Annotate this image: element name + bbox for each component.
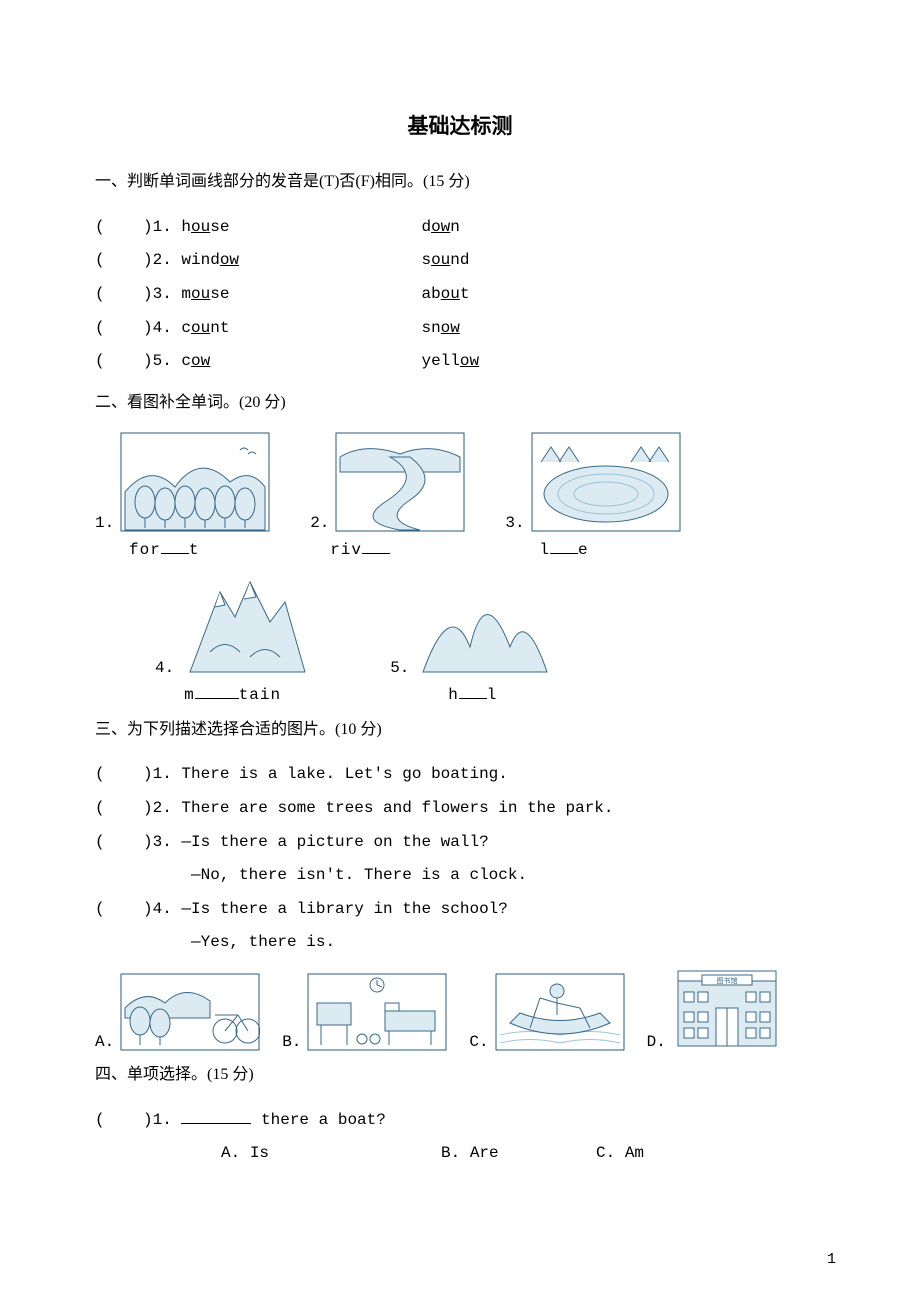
svg-text:图书馆: 图书馆: [716, 976, 737, 986]
park-icon: [120, 973, 260, 1051]
page-number: 1: [827, 1251, 836, 1268]
s3-options: A. B. C.: [95, 966, 825, 1051]
s2-row1: 1. fort 2.: [95, 432, 825, 559]
s3-option[interactable]: A.: [95, 973, 260, 1051]
s1-item[interactable]: ( )5. cow yellow: [95, 345, 825, 379]
s3-item-cont: —Yes, there is.: [95, 926, 825, 960]
s3-option[interactable]: D. 图书馆: [647, 966, 782, 1051]
forest-icon: [120, 432, 270, 532]
s2-word[interactable]: hl: [448, 685, 497, 704]
s2-num: 3.: [505, 514, 524, 532]
s4-item[interactable]: ( )1. there a boat?: [95, 1104, 825, 1138]
s3-option[interactable]: C.: [469, 973, 624, 1051]
s3-option[interactable]: B.: [282, 973, 447, 1051]
s2-num: 4.: [155, 659, 174, 677]
page-title: 基础达标测: [95, 110, 825, 140]
s2-row2: 4. mtain 5. hl: [155, 567, 825, 704]
s3-item[interactable]: ( )2. There are some trees and flowers i…: [95, 792, 825, 826]
s3-item[interactable]: ( )1. There is a lake. Let's go boating.: [95, 758, 825, 792]
mountain-icon: [180, 567, 310, 677]
s2-num: 2.: [310, 514, 329, 532]
library-icon: 图书馆: [672, 966, 782, 1051]
s1-item[interactable]: ( )4. count snow: [95, 312, 825, 346]
boat-icon: [495, 973, 625, 1051]
room-icon: [307, 973, 447, 1051]
s3-item-cont: —No, there isn't. There is a clock.: [95, 859, 825, 893]
s3-item[interactable]: ( )3. —Is there a picture on the wall?: [95, 826, 825, 860]
s1-item[interactable]: ( )1. house down: [95, 211, 825, 245]
s2-word[interactable]: le: [505, 540, 588, 559]
s2-num: 1.: [95, 514, 114, 532]
section1-items: ( )1. house down ( )2. window sound ( )3…: [95, 211, 825, 379]
hill-icon: [415, 577, 555, 677]
s1-item[interactable]: ( )2. window sound: [95, 244, 825, 278]
s2-num: 5.: [390, 659, 409, 677]
section1-heading: 一、判断单词画线部分的发音是(T)否(F)相同。(15 分): [95, 168, 825, 197]
s1-item[interactable]: ( )3. mouse about: [95, 278, 825, 312]
section3-heading: 三、为下列描述选择合适的图片。(10 分): [95, 716, 825, 745]
lake-icon: [531, 432, 681, 532]
section4-heading: 四、单项选择。(15 分): [95, 1061, 825, 1090]
s2-word[interactable]: mtain: [184, 685, 281, 704]
s2-word[interactable]: riv: [310, 540, 390, 559]
s2-word[interactable]: fort: [95, 540, 199, 559]
s4-choices[interactable]: A. Is B. Are C. Am: [95, 1137, 825, 1169]
section2-heading: 二、看图补全单词。(20 分): [95, 389, 825, 418]
river-icon: [335, 432, 465, 532]
s3-item[interactable]: ( )4. —Is there a library in the school?: [95, 893, 825, 927]
